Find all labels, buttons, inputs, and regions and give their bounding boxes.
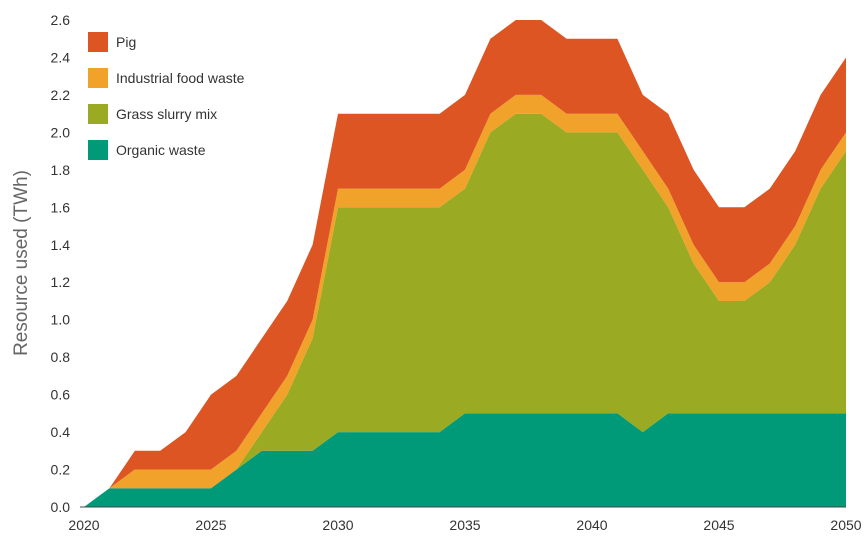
area-pig bbox=[84, 20, 846, 507]
legend-label-organic-waste: Organic waste bbox=[116, 142, 206, 158]
x-tick-label: 2045 bbox=[703, 517, 734, 533]
y-tick-labels: 0.0 0.2 0.4 0.6 0.8 1.0 1.2 1.4 1.6 1.8 2.0 2.2 2.4 2… bbox=[51, 12, 71, 515]
legend-swatch-pig bbox=[88, 32, 108, 52]
x-tick-label: 2020 bbox=[68, 517, 99, 533]
area-industrial-food-waste bbox=[84, 94, 846, 508]
x-tick-label: 2035 bbox=[449, 517, 480, 533]
area-organic-waste bbox=[84, 413, 846, 507]
y-tick-label: 0.2 bbox=[51, 462, 71, 478]
legend-swatch-industrial-food-waste bbox=[88, 68, 108, 88]
y-tick-label: 1.2 bbox=[51, 274, 71, 290]
y-tick-label: 1.0 bbox=[51, 312, 71, 328]
y-tick-label: 2.0 bbox=[51, 124, 71, 140]
y-tick-label: 0.0 bbox=[51, 499, 71, 515]
y-tick-label: 1.6 bbox=[51, 199, 71, 215]
x-tick-label: 2040 bbox=[576, 517, 607, 533]
x-tick-label: 2030 bbox=[322, 517, 353, 533]
y-tick-label: 2.6 bbox=[51, 12, 71, 28]
legend-label-grass-slurry-mix: Grass slurry mix bbox=[116, 106, 217, 122]
y-axis-title: Resource used (TWh) bbox=[11, 170, 32, 356]
legend: Pig Industrial food waste Grass slurry mix… bbox=[88, 32, 245, 160]
y-tick-label: 0.6 bbox=[51, 387, 71, 403]
y-tick-label: 0.8 bbox=[51, 349, 71, 365]
y-tick-label: 1.4 bbox=[51, 237, 71, 253]
y-tick-label: 2.4 bbox=[51, 49, 71, 65]
area-grass-slurry-mix bbox=[84, 113, 846, 507]
legend-label-pig: Pig bbox=[116, 34, 136, 50]
x-tick-labels: 2020 2025 2030 2035 2040 2045 2050 bbox=[68, 517, 861, 533]
legend-swatch-grass-slurry-mix bbox=[88, 104, 108, 124]
x-tick-label: 2025 bbox=[195, 517, 226, 533]
x-tick-label: 2050 bbox=[830, 517, 861, 533]
y-tick-label: 1.8 bbox=[51, 162, 71, 178]
legend-swatch-organic-waste bbox=[88, 140, 108, 160]
y-tick-label: 2.2 bbox=[51, 87, 71, 103]
y-tick-label: 0.4 bbox=[51, 424, 71, 440]
legend-label-industrial-food-waste: Industrial food waste bbox=[116, 70, 245, 86]
area-layers bbox=[84, 20, 846, 508]
